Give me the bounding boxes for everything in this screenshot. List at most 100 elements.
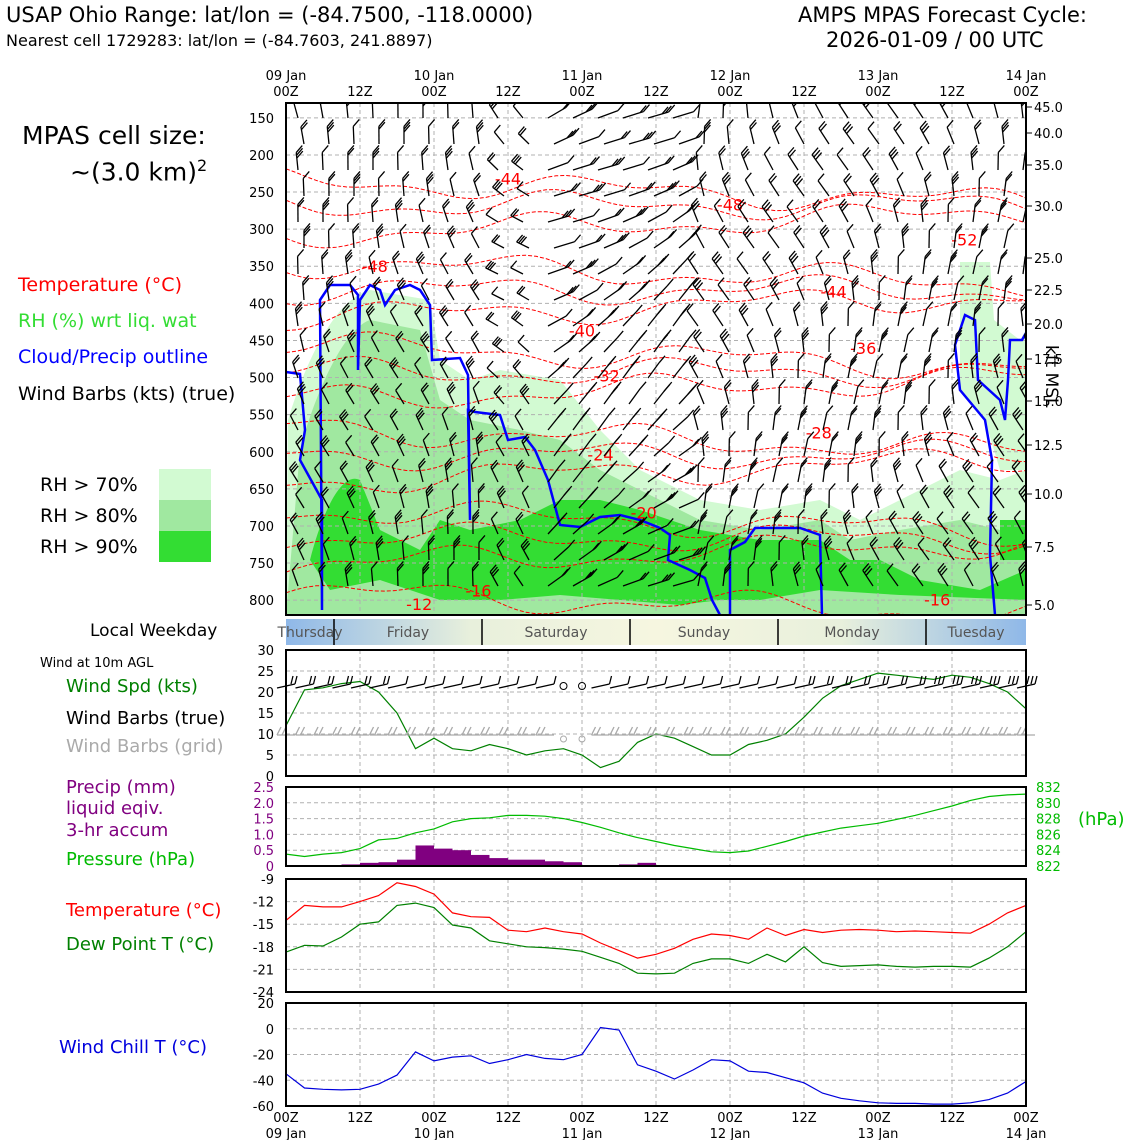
barb-flag bbox=[608, 407, 616, 416]
barb-flag bbox=[971, 435, 979, 443]
barb-flag bbox=[938, 458, 946, 467]
barb-staff bbox=[1013, 517, 1024, 535]
upper-wind-barb bbox=[489, 564, 500, 587]
barb-staff bbox=[820, 516, 824, 535]
barb-staff bbox=[990, 568, 999, 587]
barb-staff bbox=[628, 388, 641, 405]
barb-flag bbox=[399, 483, 407, 492]
surface-wind-barb bbox=[369, 675, 391, 689]
barb-flag bbox=[700, 561, 708, 570]
barb-flag bbox=[973, 306, 981, 315]
barb-flag bbox=[470, 279, 478, 287]
upper-wind-barb bbox=[394, 509, 403, 535]
upper-wind-barb bbox=[303, 222, 311, 249]
upper-wind-barb bbox=[801, 535, 809, 561]
barb-flag bbox=[372, 147, 380, 156]
barb-flag bbox=[472, 514, 480, 523]
barb-flag bbox=[900, 675, 905, 685]
upper-wind-barb bbox=[678, 492, 705, 509]
barb-staff bbox=[352, 230, 355, 249]
upper-wind-barb bbox=[597, 103, 625, 119]
barb-flag bbox=[828, 326, 836, 335]
barb-staff bbox=[472, 387, 480, 405]
upper-wind-barb bbox=[872, 301, 882, 327]
barb-flag bbox=[290, 675, 294, 685]
upper-wind-barb bbox=[512, 359, 524, 379]
kft-tick-label: 15.0 bbox=[1034, 395, 1063, 410]
barb-flag bbox=[637, 518, 645, 526]
barb-staff bbox=[647, 362, 660, 379]
barb-flag bbox=[819, 224, 827, 233]
barb-staff bbox=[842, 256, 849, 275]
barb-flag bbox=[347, 144, 355, 153]
barb-staff bbox=[678, 185, 698, 197]
barb-staff bbox=[578, 289, 598, 301]
barb-flag bbox=[993, 94, 999, 101]
barb-flag bbox=[942, 145, 950, 154]
barb-flag bbox=[981, 225, 989, 234]
barb-staff bbox=[878, 334, 884, 353]
upper-wind-barb bbox=[951, 171, 960, 197]
barb-staff bbox=[993, 440, 1005, 457]
barb-flag bbox=[713, 198, 721, 207]
upper-wind-barb bbox=[488, 409, 499, 431]
pressure-unit-label: (hPa) bbox=[1078, 809, 1125, 830]
barb-flag bbox=[762, 251, 770, 259]
bottom-hour-label: 12Z bbox=[347, 1111, 373, 1126]
precip-label-2: liquid eqiv. bbox=[66, 798, 164, 819]
precip-bar bbox=[526, 859, 545, 866]
upper-wind-barb bbox=[478, 534, 486, 561]
barb-flag bbox=[1001, 119, 1009, 127]
upper-wind-barb bbox=[718, 145, 726, 171]
upper-wind-barb bbox=[761, 199, 774, 223]
upper-wind-barb bbox=[597, 207, 625, 223]
barb-staff bbox=[289, 519, 299, 535]
barb-flag bbox=[365, 459, 373, 468]
upper-wind-barb bbox=[288, 461, 299, 483]
barb-flag bbox=[395, 202, 403, 211]
upper-wind-barb bbox=[516, 285, 530, 301]
barb-flag bbox=[414, 356, 422, 365]
barb-flag bbox=[661, 106, 669, 115]
barb-flag bbox=[842, 121, 850, 130]
barb-flag bbox=[465, 199, 473, 208]
upper-wind-barb bbox=[377, 170, 386, 197]
upper-wind-barb bbox=[778, 483, 789, 509]
barb-flag bbox=[596, 282, 604, 291]
barb-flag bbox=[1026, 675, 1030, 685]
barb-flag bbox=[724, 459, 732, 468]
upper-wind-barb bbox=[963, 562, 974, 587]
upper-wind-barb bbox=[292, 354, 301, 379]
upper-wind-barb bbox=[326, 119, 335, 145]
barb-staff bbox=[572, 215, 594, 223]
barb-flag bbox=[1001, 121, 1009, 130]
upper-wind-barb bbox=[300, 119, 308, 145]
barb-staff bbox=[746, 335, 755, 353]
barb-flag bbox=[812, 726, 819, 736]
barb-staff bbox=[653, 235, 671, 249]
barb-staff bbox=[396, 568, 399, 587]
barb-staff bbox=[628, 683, 647, 689]
upper-wind-barb bbox=[1029, 172, 1038, 196]
barb-flag bbox=[327, 675, 331, 685]
upper-wind-barb bbox=[628, 434, 649, 457]
upper-wind-barb bbox=[847, 456, 855, 483]
barb-flag bbox=[701, 431, 709, 439]
barb-flag bbox=[290, 463, 298, 472]
barb-staff bbox=[751, 386, 755, 405]
rh90-region-right bbox=[1000, 520, 1026, 560]
barb-staff bbox=[737, 206, 749, 223]
barb-flag bbox=[993, 356, 1001, 364]
barb-flag bbox=[485, 260, 493, 269]
barb-flag bbox=[673, 545, 681, 554]
upper-wind-barb bbox=[765, 301, 774, 327]
barb-flag bbox=[917, 537, 925, 546]
barb-flag bbox=[893, 537, 901, 545]
barb-flag bbox=[326, 280, 334, 289]
grid-wind-barb bbox=[942, 726, 961, 736]
upper-wind-barb bbox=[972, 301, 982, 327]
barb-flag bbox=[645, 131, 653, 140]
barb-flag bbox=[851, 485, 859, 494]
barb-flag bbox=[746, 327, 754, 336]
